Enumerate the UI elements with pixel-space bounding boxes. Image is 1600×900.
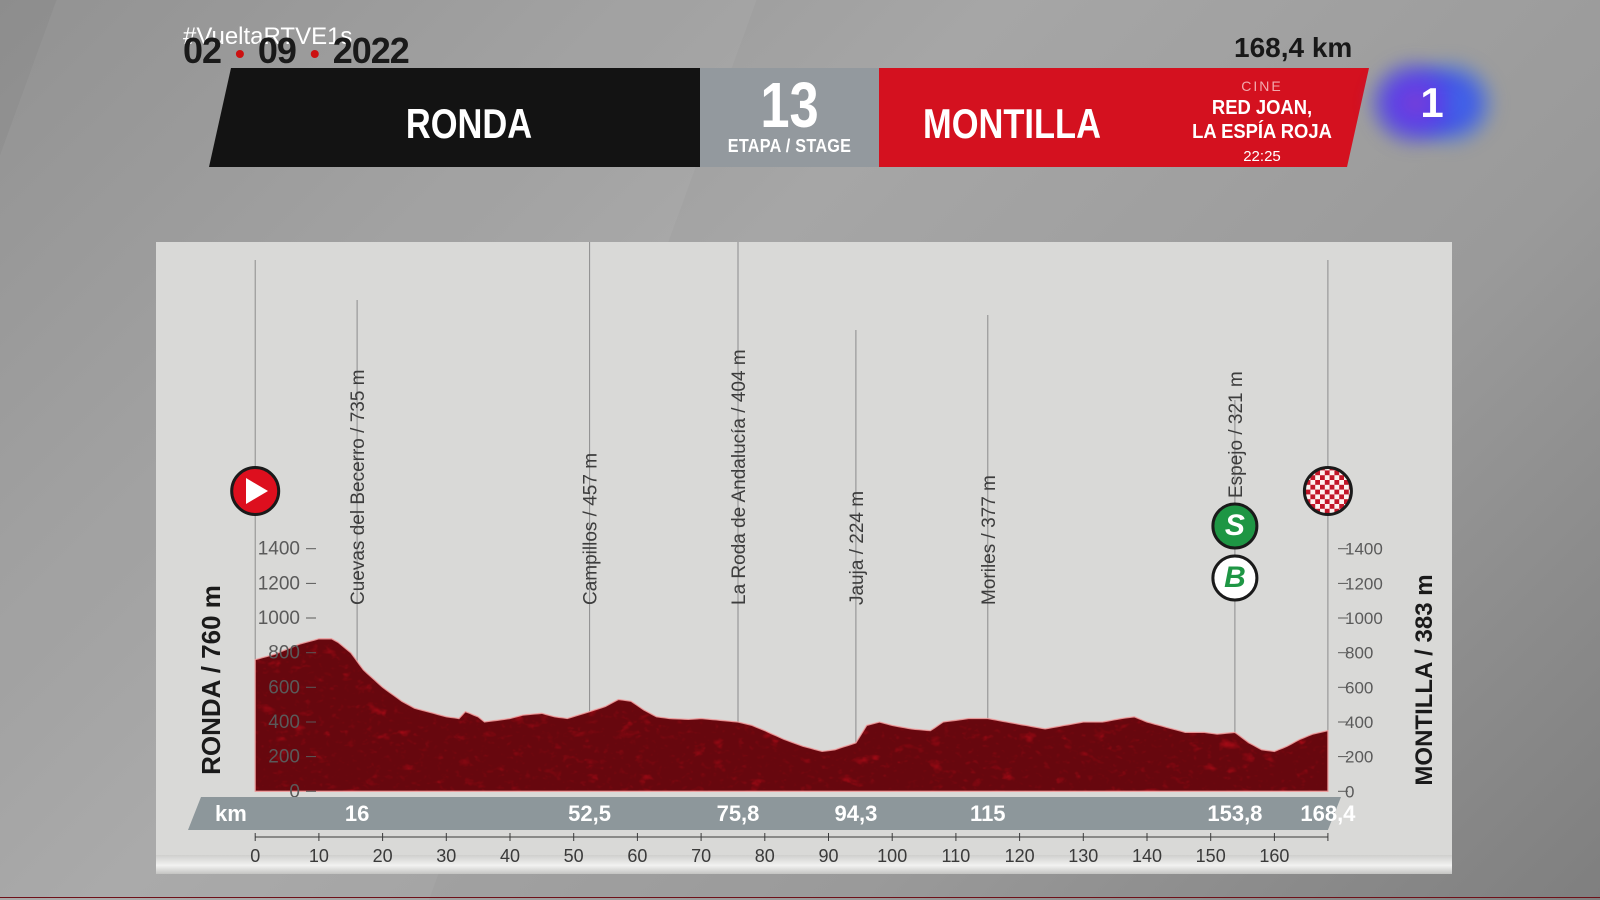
svg-text:Campillos / 457 m: Campillos / 457 m: [581, 453, 602, 605]
svg-text:30: 30: [436, 846, 456, 866]
svg-text:120: 120: [1005, 846, 1035, 866]
svg-text:90: 90: [818, 846, 838, 866]
svg-text:200: 200: [1345, 748, 1373, 767]
svg-text:153,8: 153,8: [1207, 801, 1262, 826]
svg-text:20: 20: [373, 846, 393, 866]
svg-text:50: 50: [564, 846, 584, 866]
svg-text:80: 80: [755, 846, 775, 866]
svg-text:75,8: 75,8: [717, 801, 760, 826]
svg-text:km: km: [215, 801, 247, 826]
svg-text:115: 115: [970, 801, 1006, 826]
svg-text:1200: 1200: [258, 573, 300, 594]
svg-text:100: 100: [877, 846, 907, 866]
svg-text:800: 800: [1345, 644, 1373, 663]
svg-text:60: 60: [627, 846, 647, 866]
svg-text:RONDA / 760 m: RONDA / 760 m: [196, 585, 226, 775]
svg-text:52,5: 52,5: [568, 801, 611, 826]
svg-text:130: 130: [1068, 846, 1098, 866]
svg-text:La Roda de Andalucía / 404 m: La Roda de Andalucía / 404 m: [729, 349, 750, 605]
svg-text:S: S: [1225, 509, 1245, 542]
svg-text:Cuevas del Becerro / 735 m: Cuevas del Becerro / 735 m: [348, 369, 369, 605]
svg-text:Jauja / 224 m: Jauja / 224 m: [847, 491, 868, 605]
svg-text:1200: 1200: [1345, 574, 1383, 593]
svg-text:200: 200: [268, 747, 300, 768]
svg-text:94,3: 94,3: [834, 801, 877, 826]
svg-text:40: 40: [500, 846, 520, 866]
svg-text:0: 0: [250, 846, 260, 866]
svg-text:1400: 1400: [1345, 540, 1383, 559]
svg-text:150: 150: [1196, 846, 1226, 866]
svg-text:1000: 1000: [258, 608, 300, 629]
svg-text:Espejo / 321 m: Espejo / 321 m: [1226, 371, 1247, 498]
svg-text:600: 600: [1345, 678, 1373, 697]
svg-text:160: 160: [1259, 846, 1289, 866]
svg-text:800: 800: [268, 643, 300, 664]
svg-text:168,4: 168,4: [1300, 801, 1356, 826]
svg-text:Moriles / 377 m: Moriles / 377 m: [979, 475, 1000, 605]
svg-text:600: 600: [268, 677, 300, 698]
svg-text:1000: 1000: [1345, 609, 1383, 628]
svg-text:B: B: [1224, 561, 1246, 594]
svg-text:1400: 1400: [258, 539, 300, 560]
svg-text:400: 400: [1345, 713, 1373, 732]
svg-text:16: 16: [345, 801, 369, 826]
svg-text:110: 110: [942, 846, 971, 866]
svg-text:70: 70: [691, 846, 711, 866]
svg-text:MONTILLA / 383 m: MONTILLA / 383 m: [1411, 574, 1438, 785]
svg-text:140: 140: [1132, 846, 1162, 866]
svg-text:10: 10: [309, 846, 329, 866]
svg-text:400: 400: [268, 712, 300, 733]
